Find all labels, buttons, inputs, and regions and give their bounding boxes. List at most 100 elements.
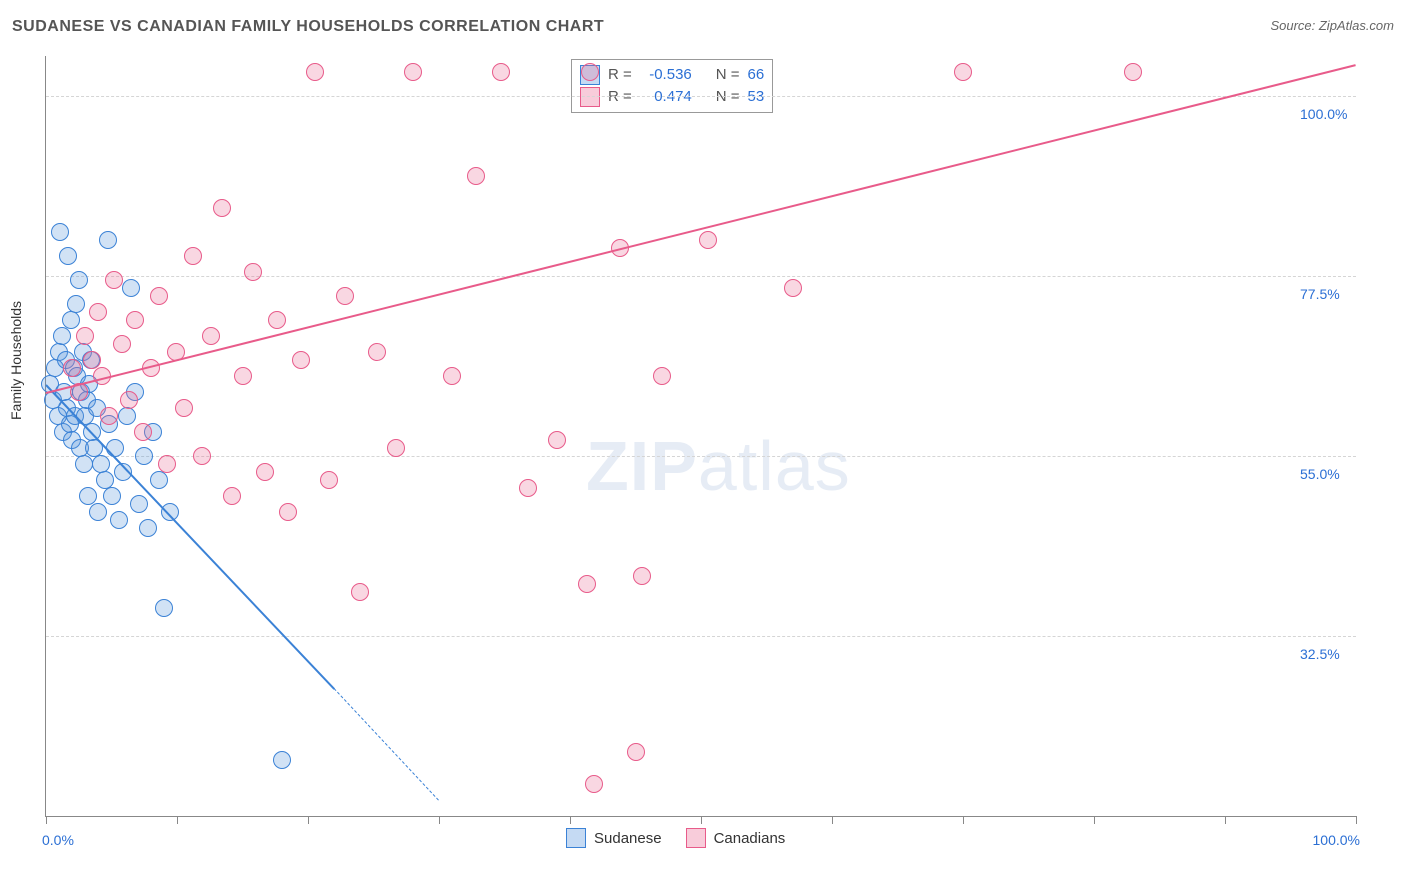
trend-line bbox=[46, 64, 1356, 394]
data-point bbox=[234, 367, 252, 385]
data-point bbox=[387, 439, 405, 457]
data-point bbox=[150, 287, 168, 305]
data-point bbox=[83, 351, 101, 369]
data-point bbox=[578, 575, 596, 593]
chart-title: SUDANESE VS CANADIAN FAMILY HOUSEHOLDS C… bbox=[12, 18, 604, 35]
data-point bbox=[213, 199, 231, 217]
legend-swatch bbox=[686, 828, 706, 848]
data-point bbox=[954, 63, 972, 81]
data-point bbox=[158, 455, 176, 473]
data-point bbox=[51, 223, 69, 241]
data-point bbox=[273, 751, 291, 769]
data-point bbox=[633, 567, 651, 585]
data-point bbox=[76, 327, 94, 345]
data-point bbox=[268, 311, 286, 329]
r-value: -0.536 bbox=[640, 64, 692, 86]
data-point bbox=[306, 63, 324, 81]
x-tick-label: 0.0% bbox=[42, 832, 74, 848]
data-point bbox=[99, 231, 117, 249]
data-point bbox=[519, 479, 537, 497]
legend-item: Canadians bbox=[686, 828, 786, 848]
data-point bbox=[279, 503, 297, 521]
gridline-h bbox=[46, 456, 1356, 457]
trend-line bbox=[45, 384, 335, 689]
source-name: ZipAtlas.com bbox=[1319, 18, 1394, 33]
correlation-stats-box: R = -0.536N = 66R = 0.474N = 53 bbox=[571, 59, 773, 113]
data-point bbox=[110, 511, 128, 529]
data-point bbox=[244, 263, 262, 281]
scatter-plot: ZIPatlas R = -0.536N = 66R = 0.474N = 53… bbox=[45, 56, 1356, 817]
data-point bbox=[585, 775, 603, 793]
x-tick bbox=[963, 816, 964, 824]
legend-item: Sudanese bbox=[566, 828, 662, 848]
data-point bbox=[784, 279, 802, 297]
data-point bbox=[581, 63, 599, 81]
gridline-h bbox=[46, 276, 1356, 277]
data-point bbox=[106, 439, 124, 457]
data-point bbox=[320, 471, 338, 489]
data-point bbox=[155, 599, 173, 617]
data-point bbox=[492, 63, 510, 81]
data-point bbox=[75, 455, 93, 473]
gridline-h bbox=[46, 636, 1356, 637]
y-tick-label: 55.0% bbox=[1300, 466, 1350, 482]
data-point bbox=[193, 447, 211, 465]
trend-line bbox=[334, 688, 440, 801]
x-tick bbox=[1094, 816, 1095, 824]
n-value: 53 bbox=[748, 86, 765, 108]
data-point bbox=[70, 271, 88, 289]
data-point bbox=[256, 463, 274, 481]
data-point bbox=[118, 407, 136, 425]
data-point bbox=[63, 359, 81, 377]
y-axis-label: Family Households bbox=[8, 301, 24, 420]
data-point bbox=[59, 247, 77, 265]
data-point bbox=[139, 519, 157, 537]
data-point bbox=[120, 391, 138, 409]
legend-label: Sudanese bbox=[594, 830, 662, 847]
x-tick bbox=[177, 816, 178, 824]
data-point bbox=[100, 407, 118, 425]
data-point bbox=[404, 63, 422, 81]
data-point bbox=[62, 311, 80, 329]
data-point bbox=[92, 455, 110, 473]
stats-row: R = -0.536N = 66 bbox=[580, 64, 764, 86]
data-point bbox=[292, 351, 310, 369]
data-point bbox=[135, 447, 153, 465]
series-swatch bbox=[580, 87, 600, 107]
source-attribution: Source: ZipAtlas.com bbox=[1270, 18, 1394, 33]
gridline-h bbox=[46, 96, 1356, 97]
data-point bbox=[653, 367, 671, 385]
data-point bbox=[126, 311, 144, 329]
r-label: R = bbox=[608, 64, 632, 86]
legend-bottom: Sudanese Canadians bbox=[566, 828, 785, 848]
watermark-bold: ZIP bbox=[586, 427, 698, 505]
data-point bbox=[89, 503, 107, 521]
data-point bbox=[467, 167, 485, 185]
data-point bbox=[113, 335, 131, 353]
data-point bbox=[89, 303, 107, 321]
y-tick-label: 77.5% bbox=[1300, 286, 1350, 302]
x-tick bbox=[701, 816, 702, 824]
data-point bbox=[103, 487, 121, 505]
data-point bbox=[105, 271, 123, 289]
data-point bbox=[67, 295, 85, 313]
data-point bbox=[53, 327, 71, 345]
data-point bbox=[130, 495, 148, 513]
source-label: Source: bbox=[1270, 18, 1318, 33]
legend-swatch bbox=[566, 828, 586, 848]
x-tick bbox=[439, 816, 440, 824]
x-tick-label: 100.0% bbox=[1313, 832, 1360, 848]
data-point bbox=[443, 367, 461, 385]
watermark: ZIPatlas bbox=[586, 426, 851, 506]
watermark-light: atlas bbox=[698, 427, 851, 505]
n-label: N = bbox=[716, 86, 740, 108]
x-tick bbox=[308, 816, 309, 824]
data-point bbox=[223, 487, 241, 505]
x-tick bbox=[1356, 816, 1357, 824]
data-point bbox=[150, 471, 168, 489]
data-point bbox=[202, 327, 220, 345]
y-tick-label: 100.0% bbox=[1300, 106, 1350, 122]
data-point bbox=[175, 399, 193, 417]
data-point bbox=[184, 247, 202, 265]
stats-row: R = 0.474N = 53 bbox=[580, 86, 764, 108]
